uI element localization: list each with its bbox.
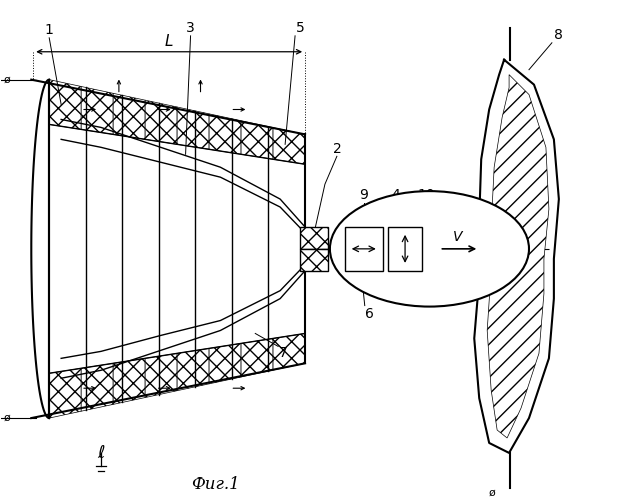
Text: 2: 2	[333, 142, 341, 156]
Text: 4: 4	[391, 188, 400, 202]
Polygon shape	[209, 344, 241, 384]
Text: 10: 10	[417, 188, 435, 202]
Polygon shape	[113, 358, 145, 405]
Polygon shape	[177, 107, 209, 150]
Ellipse shape	[330, 191, 529, 306]
Text: V: V	[452, 230, 462, 244]
Text: $\ell$: $\ell$	[97, 444, 105, 462]
Bar	[300, 227, 328, 249]
Polygon shape	[81, 364, 113, 411]
Polygon shape	[487, 74, 549, 438]
Text: Фиг.1: Фиг.1	[191, 476, 240, 494]
Polygon shape	[145, 354, 177, 398]
Polygon shape	[177, 348, 209, 391]
Text: 9: 9	[359, 188, 368, 202]
Text: 6: 6	[365, 306, 374, 320]
Polygon shape	[113, 94, 145, 140]
Polygon shape	[49, 368, 81, 418]
Bar	[388, 227, 422, 270]
Polygon shape	[49, 80, 81, 130]
Polygon shape	[81, 86, 113, 134]
Polygon shape	[273, 128, 305, 164]
Text: 5: 5	[296, 21, 305, 35]
Polygon shape	[273, 334, 305, 370]
Polygon shape	[145, 100, 177, 144]
Text: 1: 1	[45, 23, 54, 37]
Text: ø: ø	[3, 74, 10, 85]
Text: ø: ø	[3, 413, 10, 423]
Text: L: L	[164, 34, 173, 50]
Text: 7: 7	[278, 346, 287, 360]
Text: 8: 8	[554, 28, 563, 42]
Text: ø: ø	[489, 488, 495, 498]
Text: 3: 3	[186, 21, 195, 35]
Polygon shape	[241, 120, 273, 160]
Polygon shape	[241, 338, 273, 377]
Polygon shape	[209, 114, 241, 154]
Bar	[300, 249, 328, 270]
Bar	[345, 227, 383, 270]
